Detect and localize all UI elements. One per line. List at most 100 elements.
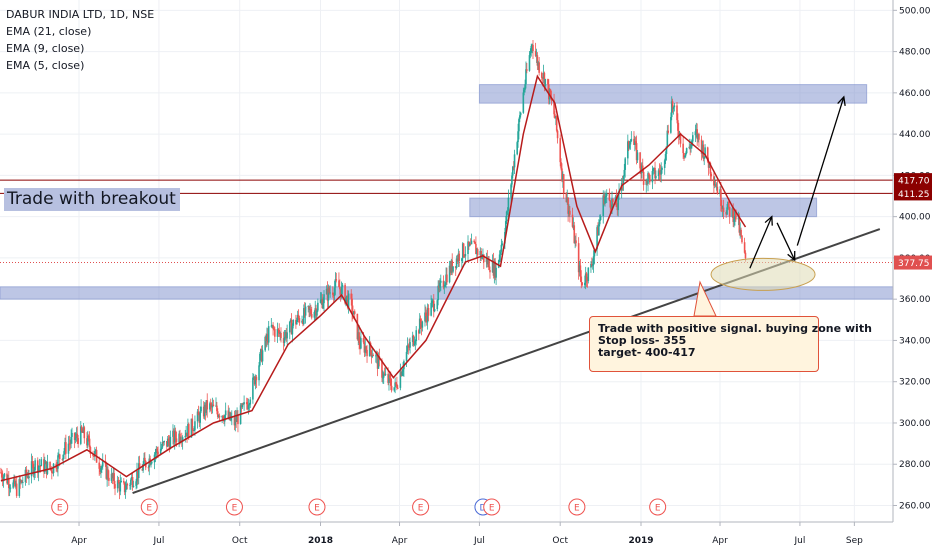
candle-body: [627, 141, 630, 148]
candle-body: [247, 405, 250, 410]
candle-body: [586, 280, 589, 282]
candle-body: [353, 311, 356, 314]
candle-body: [519, 112, 522, 116]
candle-body: [173, 430, 175, 443]
candle-body: [676, 105, 678, 121]
candle-body: [585, 273, 588, 281]
candle-body: [129, 484, 131, 486]
candle-body: [660, 169, 662, 175]
candle-body: [94, 450, 96, 457]
candle-body: [512, 166, 515, 168]
candle-body: [372, 354, 374, 357]
candle-body: [670, 101, 673, 118]
candle-body: [221, 415, 223, 418]
candle-body: [489, 270, 491, 273]
candle-body: [526, 69, 528, 71]
candle-body: [654, 167, 656, 179]
event-marker: [568, 498, 586, 516]
candle-body: [75, 433, 78, 438]
candle-body: [726, 207, 728, 215]
candle-body: [670, 117, 672, 133]
candle-body: [688, 146, 691, 149]
candle-body: [555, 116, 557, 119]
candle-body: [32, 463, 35, 475]
candle-body: [623, 169, 626, 177]
candle-body: [341, 284, 344, 287]
candle-body: [457, 253, 460, 262]
candle-body: [224, 410, 227, 416]
candle-body: [43, 459, 45, 473]
candle-body: [523, 89, 526, 93]
candle-body: [7, 478, 9, 484]
callout-box: Trade with positive signal. buying zone …: [589, 316, 872, 372]
candle-body: [253, 376, 256, 385]
candle-body: [166, 441, 168, 447]
candle-body: [444, 284, 446, 287]
candle-body: [22, 482, 24, 483]
candle-body: [21, 480, 23, 483]
projection-arrow: [776, 222, 796, 261]
candle-body: [142, 464, 144, 471]
candle-body: [485, 257, 488, 263]
candle-body: [167, 438, 170, 442]
candle-body: [19, 479, 21, 483]
candle-body: [61, 458, 64, 460]
candle-body: [666, 130, 669, 147]
y-tick-label: 500.00: [899, 6, 931, 16]
indicator-ema-5[interactable]: EMA (5, close): [6, 59, 85, 72]
candle-body: [418, 318, 421, 334]
candle-body: [525, 69, 527, 85]
candle-body: [518, 119, 520, 132]
candle-body: [280, 333, 282, 339]
candle-body: [483, 254, 485, 263]
candle-body: [58, 454, 60, 456]
candle-body: [522, 92, 525, 113]
candle-body: [82, 427, 85, 433]
candle-body: [658, 170, 661, 173]
candle-body: [473, 240, 475, 243]
indicator-ema-21[interactable]: EMA (21, close): [6, 25, 92, 38]
event-marker: [51, 498, 69, 516]
candle-body: [237, 415, 239, 425]
candle-body: [569, 210, 571, 215]
candle-body: [562, 174, 564, 181]
candle-body: [605, 193, 608, 196]
candle-body: [68, 443, 71, 445]
candle-body: [469, 243, 472, 245]
candle-body: [464, 254, 467, 257]
candle-body: [114, 484, 116, 489]
buying-zone-ellipse: [710, 257, 816, 291]
candle-body: [710, 173, 713, 177]
candle-body: [209, 403, 212, 405]
candle-body: [633, 138, 635, 145]
candle-body: [94, 449, 97, 451]
candle-body: [598, 220, 601, 225]
candle-body: [282, 338, 285, 343]
candle-body: [479, 250, 482, 256]
candle-body: [592, 256, 595, 265]
candle-body: [540, 72, 543, 78]
candle-body: [267, 326, 270, 343]
candle-body: [616, 206, 619, 211]
candle-body: [507, 197, 510, 211]
candle-body: [426, 307, 429, 323]
indicator-ema-9[interactable]: EMA (9, close): [6, 42, 85, 55]
candle-body: [475, 243, 477, 255]
candle-body: [636, 152, 639, 161]
candle-body: [612, 198, 614, 202]
candle-body: [157, 451, 159, 455]
candle-body: [531, 44, 533, 46]
candle-body: [505, 211, 508, 222]
candle-body: [716, 186, 719, 194]
candle-body: [344, 284, 346, 304]
candle-body: [456, 258, 459, 262]
candle-body: [163, 441, 165, 443]
candle-body: [562, 174, 565, 193]
candle-body: [148, 458, 151, 468]
candle-body: [112, 473, 115, 479]
candle-body: [40, 459, 43, 467]
candle-body: [332, 294, 335, 296]
candle-body: [123, 480, 125, 483]
